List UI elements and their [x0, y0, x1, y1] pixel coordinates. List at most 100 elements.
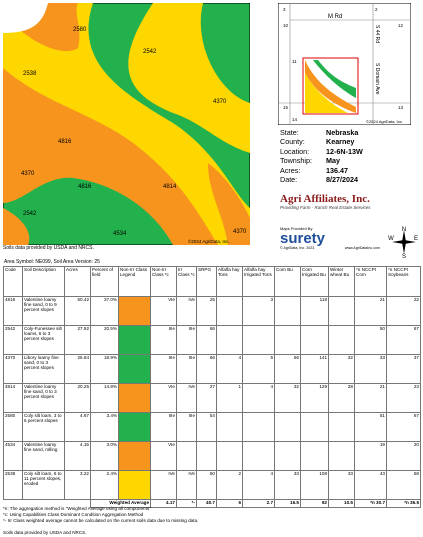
- compass: N W E S: [388, 227, 418, 258]
- data-row: 2538 Coly silt loam, 6 to 11 percent slop…: [3, 470, 421, 500]
- cell: [328, 296, 355, 326]
- info-value: 8/27/2024: [326, 175, 358, 185]
- cell: 1: [216, 383, 243, 413]
- logo-name: Agri Affiliates, Inc.: [280, 193, 370, 205]
- cell: [328, 412, 355, 442]
- cell: [216, 325, 243, 355]
- header-cell: Acres: [64, 266, 91, 297]
- data-row: 4534 Valentine loamy fine sand, rolling 4.…: [3, 441, 421, 471]
- cell: 5: [242, 354, 275, 384]
- cell: [300, 325, 329, 355]
- cell: IVe: [176, 296, 197, 326]
- cell: 51: [354, 412, 387, 442]
- section-label: 10: [283, 23, 289, 28]
- cell: 4.15: [64, 441, 91, 471]
- info-value: Nebraska: [326, 128, 359, 137]
- cell: 50.42: [64, 296, 91, 326]
- section-label: 12: [398, 23, 404, 28]
- cell: 25: [196, 296, 217, 326]
- cell: [274, 325, 301, 355]
- map-label: 2542: [23, 211, 37, 217]
- map-label: 4814: [163, 184, 177, 190]
- cell: 67: [386, 325, 421, 355]
- header-cell: Code: [3, 266, 23, 297]
- cell: IVe: [176, 470, 197, 500]
- weighted-value: 2.7: [242, 499, 275, 508]
- cell: 67: [386, 412, 421, 442]
- cell: 50: [196, 470, 217, 500]
- road-label: S Domain Ave: [374, 63, 380, 95]
- cell: 4: [216, 354, 243, 384]
- legend-swatch: [118, 412, 151, 442]
- section-label: 14: [292, 117, 298, 122]
- cell: [274, 412, 301, 442]
- compass-label: W: [388, 236, 394, 242]
- cell: 43: [354, 470, 387, 500]
- header-cell: Irr Class *c: [176, 266, 197, 297]
- data-row: 2580 Coly silt loam, 3 to 6 percent slope…: [3, 412, 421, 442]
- cell: 2580: [3, 412, 23, 442]
- cell: 54: [196, 412, 217, 442]
- cell: 28: [328, 383, 355, 413]
- cell: 4: [242, 470, 275, 500]
- area-symbol: Area Symbol: NE099, Soil Area Version: 2…: [4, 259, 100, 265]
- logo-tagline: Providing Farm - Ranch Real Estate Servi…: [280, 205, 371, 210]
- legend-swatch: [118, 441, 151, 471]
- cell: 58: [386, 470, 421, 500]
- legend-swatch: [118, 470, 151, 500]
- cell: 27.92: [64, 325, 91, 355]
- cell: 4534: [3, 441, 23, 471]
- header-row: Code Soil Description Acres Percent of fiel…: [3, 266, 421, 297]
- info-row: County: Kearney: [280, 137, 363, 146]
- info-label: State:: [280, 128, 299, 137]
- map-label: 2542: [143, 49, 157, 55]
- soil-table: Code Soil Description Acres Percent of fiel…: [3, 266, 421, 508]
- locator-copyright: ©2024 AgriData, Inc.: [366, 119, 403, 124]
- road-label: S 44 Rd: [374, 25, 380, 43]
- header-cell: Alfalfa hay Irrigated Tons: [242, 266, 275, 297]
- cell: [242, 325, 275, 355]
- data-row: 4370 Libory loamy fine sand, 0 to 3 perce…: [3, 354, 421, 384]
- cell: [300, 412, 329, 442]
- cell: 20.5%: [90, 325, 119, 355]
- cell: 23: [386, 383, 421, 413]
- cell: 18.9%: [90, 354, 119, 384]
- info-row: Township: May: [280, 156, 363, 165]
- weighted-row: Weighted Average 4.17 *- 40.7 6 2.7 16.5 92 10.5…: [4, 499, 421, 508]
- cell: [328, 441, 355, 471]
- provider-caption: Maps Provided By: [280, 226, 313, 231]
- cell: 33: [328, 470, 355, 500]
- cell: Valentine loamy fine sand, 0 to 3 percen…: [22, 383, 65, 413]
- cell: IVe: [176, 383, 197, 413]
- cell: IIIe: [150, 354, 177, 384]
- cell: IIIe: [176, 354, 197, 384]
- cell: 20: [386, 441, 421, 471]
- provider-name: surety: [280, 230, 326, 247]
- weighted-value: *n 30.7: [354, 499, 387, 508]
- cell: IIIe: [176, 412, 197, 442]
- cell: 50: [354, 325, 387, 355]
- map-label: 4370: [213, 99, 227, 105]
- data-row: 4814 Valentine loamy fine sand, 0 to 3 pe…: [3, 383, 421, 413]
- legend-swatch: [118, 354, 151, 384]
- cell: [274, 296, 301, 326]
- info-value: 12-6N-13W: [326, 146, 363, 156]
- info-value: 136.47: [326, 165, 348, 175]
- map-label: 4534: [113, 231, 127, 237]
- cell: 19: [354, 441, 387, 471]
- cell: IVe: [150, 470, 177, 500]
- cell: Coly-Funessee silt loams, 6 to 3 percent…: [22, 325, 65, 355]
- header-cell: Non-Irr Class Legend: [118, 266, 151, 297]
- section-label: 13: [398, 105, 404, 110]
- cell: 118: [300, 296, 329, 326]
- cell: 22: [386, 296, 421, 326]
- info-row: Location: 12-6N-13W: [280, 147, 363, 156]
- section-label: 15: [283, 105, 289, 110]
- cell: 2538: [3, 470, 23, 500]
- section-label: 3: [283, 7, 286, 12]
- weighted-value: 40.7: [196, 499, 217, 508]
- map-label: 4816: [58, 139, 72, 145]
- cell: 3.22: [64, 470, 91, 500]
- cell: IIIe: [150, 325, 177, 355]
